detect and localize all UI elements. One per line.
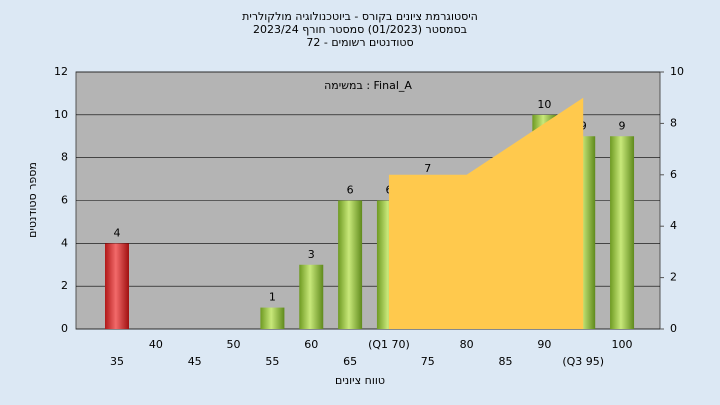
x-tick-label: 45 [188,355,202,368]
bar [610,136,635,329]
bar [299,264,324,329]
title-line: סטודנטים רשומים - 72 [306,36,413,49]
x-tick-label: 50 [227,338,241,351]
value-label: 9 [619,119,626,132]
title-line: היסטוגרמת ציונים בקורס - ביוטכנולוגיה מו… [242,10,478,23]
annotation: במשימה : Final_A [324,79,412,92]
x-tick-label: (Q1 70) [368,338,410,351]
x-tick-label: 90 [537,338,551,351]
y-tick-label: 12 [54,65,68,78]
value-label: 4 [114,226,121,239]
value-label: 6 [347,184,354,197]
y2-tick-label: 8 [670,116,677,129]
x-tick-label: 60 [304,338,318,351]
bar [338,200,363,329]
y2-tick-label: 10 [670,65,684,78]
y-tick-label: 10 [54,108,68,121]
y-axis-label: מספר סטודנטים [26,162,39,238]
y2-tick-label: 0 [670,322,677,335]
value-label: 7 [424,162,431,175]
value-label: 1 [269,291,276,304]
x-tick-label: 75 [421,355,435,368]
value-label: 3 [308,248,315,261]
x-tick-label: 40 [149,338,163,351]
x-tick-label: 35 [110,355,124,368]
x-tick-label: (Q3 95) [562,355,604,368]
y-tick-label: 2 [61,279,68,292]
y-tick-label: 8 [61,151,68,164]
bar [105,243,129,329]
bar [260,307,285,329]
y-tick-label: 0 [61,322,68,335]
y2-tick-label: 2 [670,271,677,284]
y-tick-label: 4 [61,236,68,249]
y2-tick-label: 4 [670,219,677,232]
x-tick-label: 100 [612,338,633,351]
area [388,97,584,329]
value-label: 10 [537,98,551,111]
title-line: בסמסטר (01/2023) סמסטר חורף 2023/24 [253,23,467,36]
y2-tick-label: 6 [670,168,677,181]
x-tick-label: 85 [499,355,513,368]
x-tick-label: 55 [265,355,279,368]
y-tick-label: 6 [61,194,68,207]
x-tick-label: 80 [460,338,474,351]
x-tick-label: 65 [343,355,357,368]
x-axis-label: טווח ציונים [335,374,385,387]
